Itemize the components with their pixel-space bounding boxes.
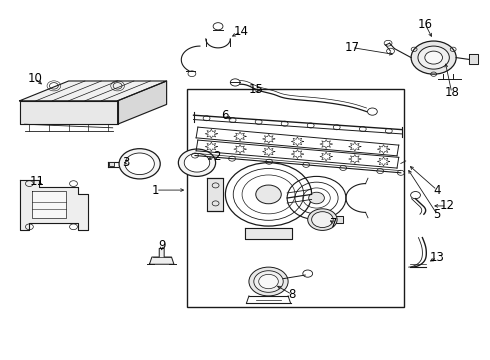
Text: 10: 10 bbox=[28, 72, 43, 85]
Circle shape bbox=[249, 267, 288, 296]
Polygon shape bbox=[245, 228, 292, 239]
Text: 9: 9 bbox=[158, 239, 166, 252]
Text: 16: 16 bbox=[418, 18, 433, 31]
Polygon shape bbox=[207, 178, 223, 211]
Text: 2: 2 bbox=[213, 150, 220, 163]
Text: 7: 7 bbox=[330, 217, 338, 230]
Circle shape bbox=[256, 185, 281, 204]
Circle shape bbox=[178, 149, 216, 176]
Polygon shape bbox=[118, 81, 167, 124]
Bar bbox=[109, 162, 114, 166]
Text: 5: 5 bbox=[433, 208, 441, 221]
Text: 13: 13 bbox=[430, 251, 444, 264]
Text: 6: 6 bbox=[220, 109, 228, 122]
Polygon shape bbox=[149, 248, 174, 264]
Circle shape bbox=[119, 149, 160, 179]
Circle shape bbox=[411, 41, 456, 74]
Text: 12: 12 bbox=[440, 199, 454, 212]
Circle shape bbox=[308, 209, 337, 230]
Bar bbox=[187, 89, 404, 307]
Circle shape bbox=[309, 192, 324, 204]
Circle shape bbox=[418, 46, 449, 69]
Circle shape bbox=[125, 153, 154, 175]
Polygon shape bbox=[32, 191, 66, 218]
Text: 18: 18 bbox=[444, 86, 459, 99]
Polygon shape bbox=[20, 180, 88, 230]
Text: 15: 15 bbox=[248, 83, 263, 96]
Circle shape bbox=[425, 51, 442, 64]
Polygon shape bbox=[20, 101, 118, 124]
Circle shape bbox=[254, 271, 283, 292]
Text: 14: 14 bbox=[234, 25, 248, 38]
Text: 4: 4 bbox=[433, 184, 441, 197]
Circle shape bbox=[184, 153, 210, 172]
Text: 8: 8 bbox=[288, 288, 296, 301]
Text: 1: 1 bbox=[152, 184, 160, 197]
Circle shape bbox=[312, 212, 333, 228]
Text: 3: 3 bbox=[122, 156, 129, 169]
Text: 17: 17 bbox=[344, 41, 359, 54]
Polygon shape bbox=[20, 81, 167, 101]
Text: 11: 11 bbox=[29, 175, 44, 188]
Polygon shape bbox=[469, 54, 478, 64]
Polygon shape bbox=[333, 216, 343, 223]
Circle shape bbox=[259, 274, 278, 289]
